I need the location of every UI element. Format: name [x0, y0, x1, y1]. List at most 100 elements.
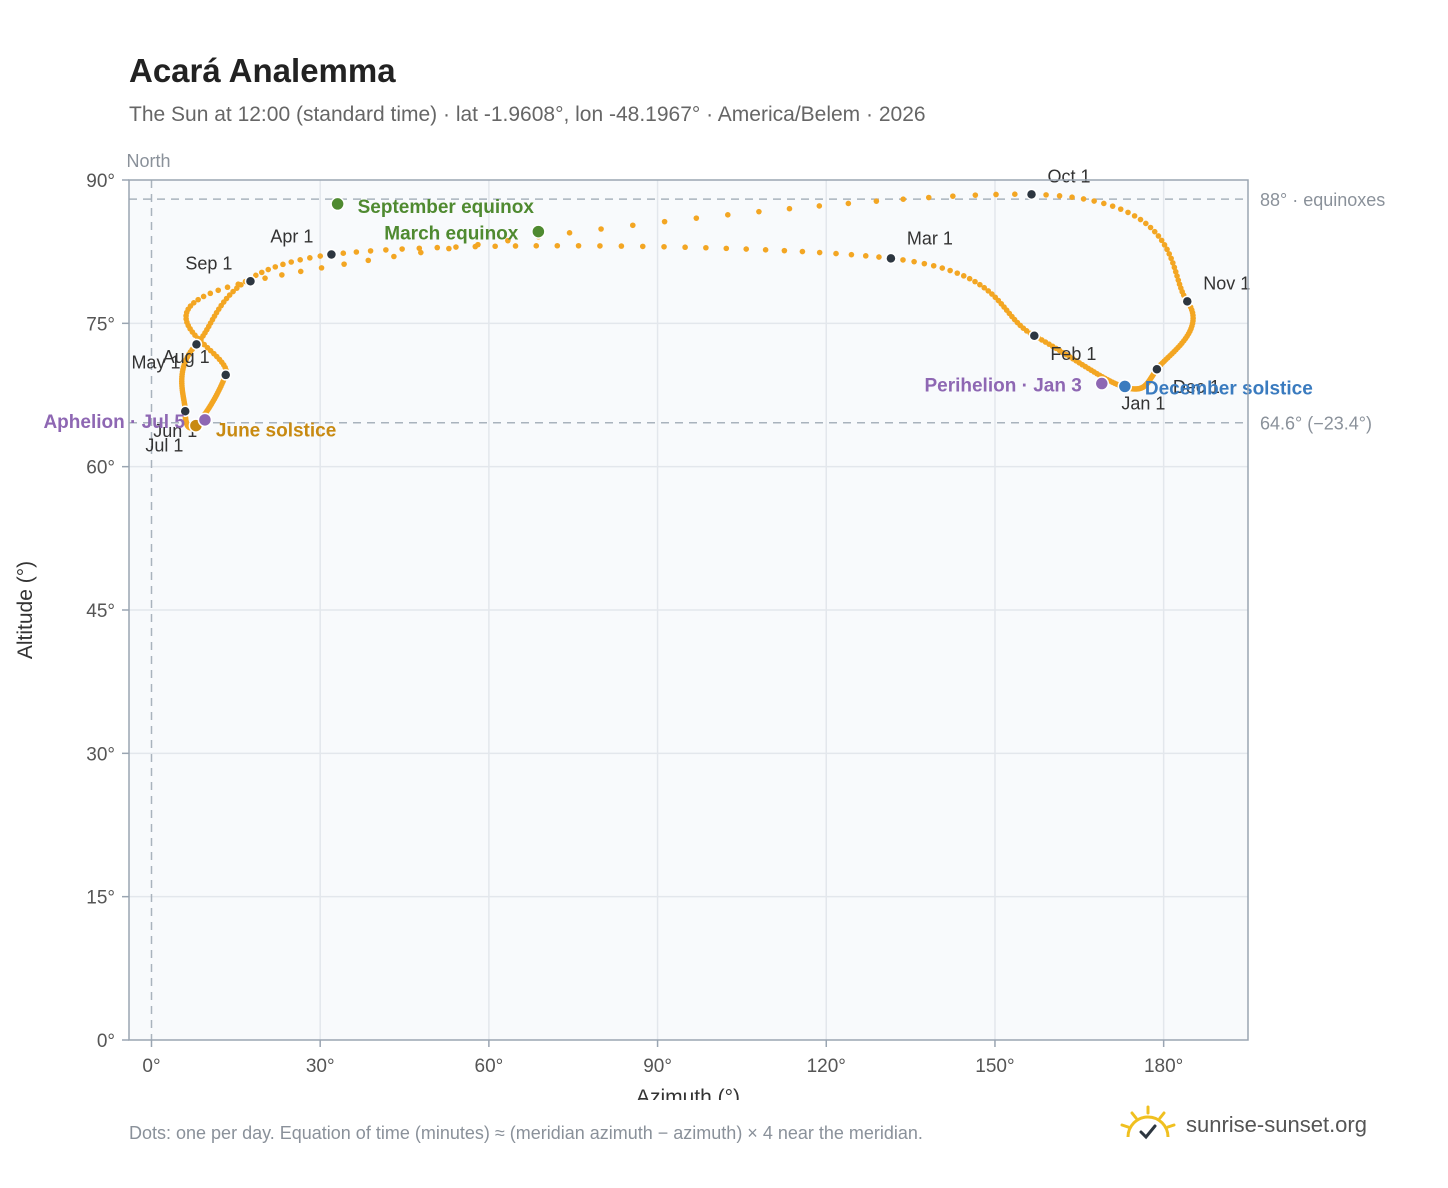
- month-label: Oct 1: [1048, 166, 1091, 186]
- daily-sun-dot: [985, 288, 992, 294]
- chart-subtitle: The Sun at 12:00 (standard time) · lat -…: [129, 103, 926, 126]
- daily-sun-dot: [1151, 228, 1158, 235]
- daily-sun-dot: [1171, 264, 1178, 271]
- daily-sun-dot: [597, 243, 603, 249]
- daily-sun-dot: [682, 244, 688, 251]
- daily-sun-dot: [418, 249, 424, 256]
- daily-sun-dot: [235, 281, 242, 288]
- month-label: Feb 1: [1050, 344, 1096, 364]
- month-label: Mar 1: [907, 228, 953, 248]
- daily-sun-dot: [876, 254, 882, 260]
- daily-sun-dot: [215, 287, 222, 294]
- daily-sun-dot: [566, 230, 573, 236]
- analemma-chart: 88° · equinoxes 64.6° (−23.4°) North Jan 1…: [14, 151, 1385, 1100]
- month-label: Jan 1: [1121, 393, 1165, 413]
- month-label: Jul 1: [145, 436, 183, 456]
- sun-logo-icon: [1120, 1105, 1176, 1140]
- daily-sun-dot: [575, 242, 582, 249]
- daily-sun-dot: [391, 253, 397, 260]
- daily-sun-dot: [353, 249, 360, 255]
- event-marker: [531, 224, 546, 239]
- month-marker: [219, 369, 232, 381]
- x-tick-label: 60°: [475, 1056, 504, 1077]
- daily-sun-dot: [297, 257, 303, 263]
- reference-line-label: North: [126, 151, 170, 171]
- brand-name: sunrise-sunset.org: [1186, 1112, 1367, 1137]
- daily-sun-dot: [1043, 192, 1049, 198]
- month-label: Apr 1: [270, 227, 313, 247]
- event-label: Aphelion · Jul 5: [43, 412, 185, 433]
- daily-sun-dot: [399, 246, 405, 252]
- daily-sun-dot: [845, 200, 852, 207]
- daily-sun-dot: [1164, 246, 1170, 253]
- month-marker: [1151, 363, 1163, 375]
- daily-sun-dot: [900, 196, 907, 203]
- daily-sun-dot: [1101, 200, 1107, 207]
- event-marker: [330, 196, 345, 212]
- x-tick-label: 0°: [142, 1056, 160, 1077]
- daily-sun-dot: [954, 270, 961, 276]
- daily-sun-dot: [799, 248, 806, 255]
- reference-lines: 88° · equinoxes 64.6° (−23.4°) North: [126, 151, 1385, 1040]
- x-tick-label: 30°: [306, 1056, 335, 1077]
- y-tick-label: 15°: [86, 888, 115, 909]
- daily-sun-dot: [262, 275, 268, 281]
- y-tick-label: 45°: [86, 601, 115, 622]
- daily-sun-dot: [533, 243, 540, 249]
- daily-sun-dot: [230, 288, 236, 295]
- daily-sun-dot: [280, 261, 286, 268]
- month-marker: [1181, 295, 1194, 308]
- x-tick-label: 180°: [1144, 1056, 1183, 1077]
- daily-sun-dot: [1131, 213, 1138, 219]
- daily-sun-dot: [786, 205, 793, 212]
- month-marker: [1028, 330, 1041, 342]
- daily-sun-dot: [1137, 216, 1144, 223]
- daily-sun-dot: [598, 226, 604, 232]
- daily-sun-dot: [1109, 203, 1116, 209]
- daily-sun-dot: [993, 191, 999, 198]
- daily-sun-dot: [900, 257, 906, 263]
- footnote: Dots: one per day. Equation of time (min…: [129, 1123, 923, 1143]
- daily-sun-dot: [989, 291, 995, 297]
- daily-sun-dot: [318, 265, 325, 271]
- daily-sun-dot: [693, 215, 700, 221]
- event-label: September equinox: [358, 197, 535, 218]
- month-label: Sep 1: [185, 253, 232, 273]
- daily-sun-dot: [200, 293, 207, 300]
- daily-sun-dot: [512, 243, 519, 249]
- daily-sun-dot: [756, 208, 762, 215]
- daily-sun-dot: [434, 244, 441, 251]
- daily-sun-dot: [1056, 193, 1063, 199]
- y-axis-ticks: 0° 15° 30° 45° 60° 75° 90°: [86, 171, 129, 1052]
- daily-sun-dot: [1166, 251, 1173, 257]
- y-tick-label: 30°: [86, 744, 115, 765]
- month-marker: [190, 338, 203, 351]
- daily-sun-dot: [950, 193, 956, 199]
- event-label: December solstice: [1145, 378, 1313, 399]
- daily-sun-dot: [492, 243, 498, 250]
- y-tick-label: 0°: [97, 1031, 115, 1052]
- event-label: March equinox: [384, 224, 519, 245]
- daily-sun-dot: [629, 222, 636, 229]
- brand[interactable]: sunrise-sunset.org: [1120, 1100, 1367, 1150]
- daily-sun-dot: [1143, 220, 1149, 227]
- daily-sun-dot: [723, 245, 730, 252]
- x-axis-ticks: 0° 30° 60° 90° 120° 150° 180°: [142, 1040, 1183, 1077]
- daily-sun-dot: [1158, 237, 1165, 244]
- daily-sun-dot: [367, 248, 374, 254]
- daily-sun-dot: [383, 247, 389, 253]
- month-label: Aug 1: [163, 347, 210, 367]
- daily-sun-dot: [258, 269, 265, 276]
- daily-sun-dot: [272, 264, 279, 270]
- daily-sun-dot: [505, 237, 511, 244]
- daily-sun-dot: [1091, 198, 1097, 204]
- daily-sun-dot: [1117, 206, 1124, 212]
- daily-sun-dot: [279, 272, 285, 278]
- daily-sun-dot: [253, 272, 259, 279]
- daily-sun-dot: [911, 258, 917, 265]
- daily-sun-dot: [265, 266, 272, 273]
- event-marker: [1117, 379, 1133, 394]
- event-label: June solstice: [216, 421, 336, 442]
- daily-sun-dot: [1125, 209, 1131, 216]
- daily-sun-dot: [453, 244, 459, 250]
